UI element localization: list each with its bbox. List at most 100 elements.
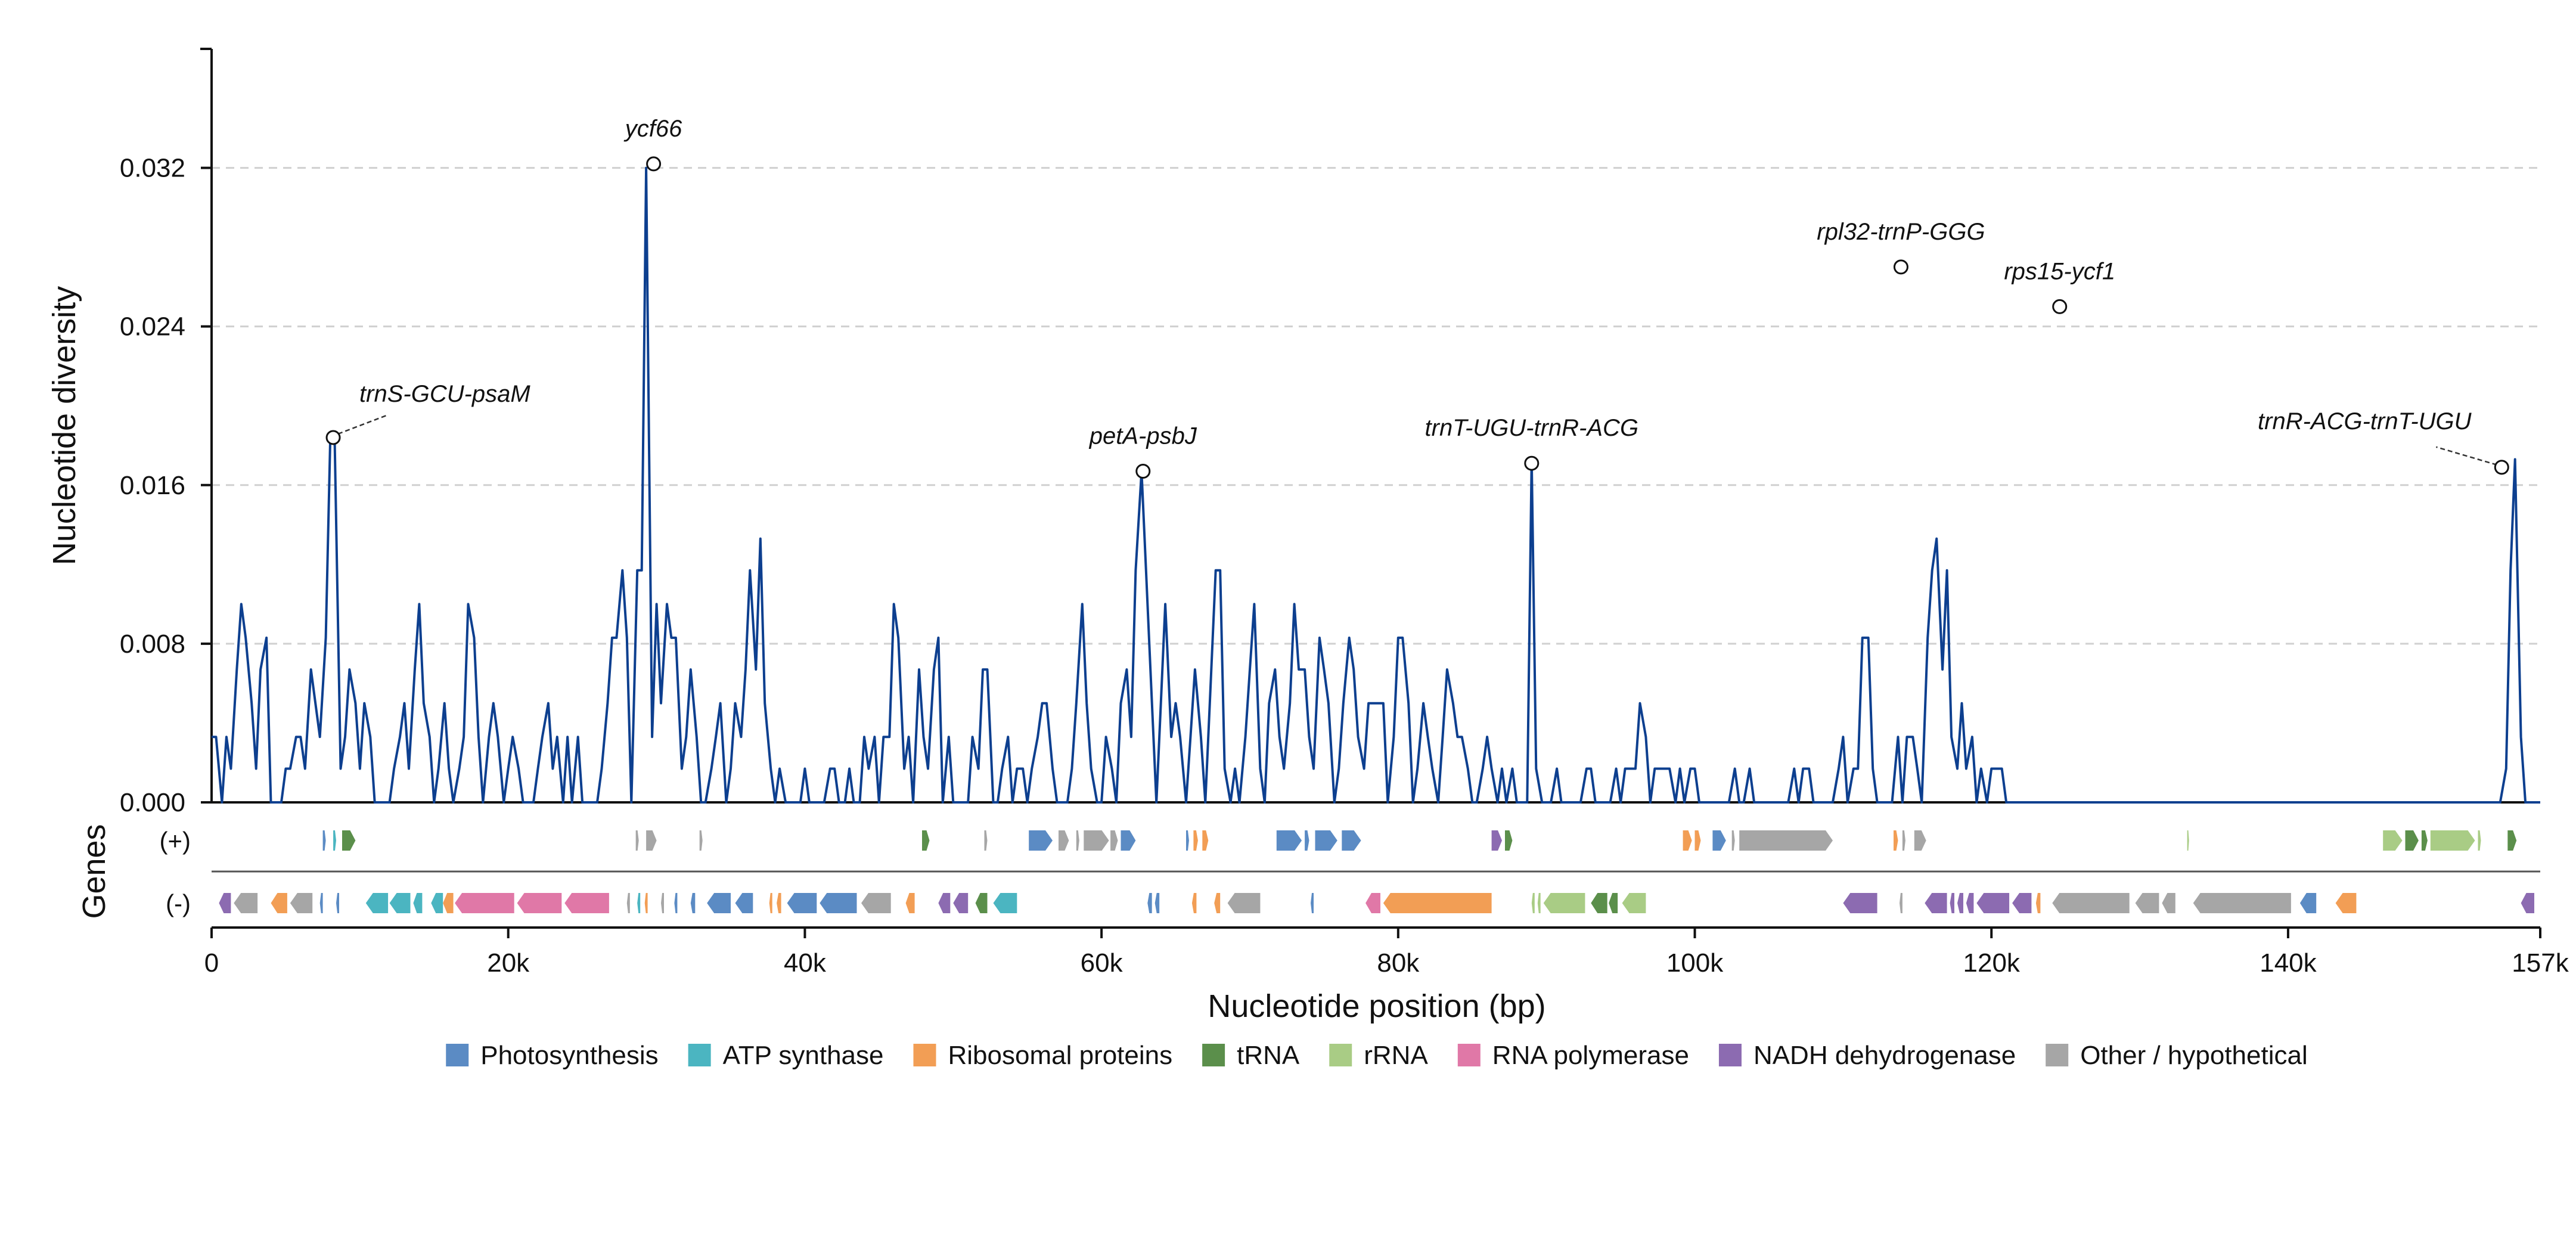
gene-block (234, 893, 258, 913)
legend-swatch (1329, 1044, 1352, 1066)
legend-label: NADH dehydrogenase (1753, 1041, 2016, 1070)
gene-block (1914, 830, 1926, 851)
gene-block (1029, 830, 1053, 851)
x-tick-label: 120k (1963, 948, 2021, 978)
gene-block (699, 830, 703, 851)
gene-block (1121, 830, 1136, 851)
x-tick-label: 80k (1377, 948, 1420, 978)
peak-leader-line (2435, 446, 2497, 466)
gene-block (1193, 830, 1198, 851)
gene-block (1147, 893, 1152, 913)
gene-block (1311, 893, 1314, 913)
gene-block (626, 893, 630, 913)
gene-block (2405, 830, 2419, 851)
gene-block (1276, 830, 1302, 851)
gene-block (1739, 830, 1833, 851)
gene-block (1305, 830, 1309, 851)
peak-leader-line (337, 414, 389, 435)
legend-label: tRNA (1237, 1041, 1300, 1070)
gene-block (1214, 893, 1221, 913)
gene-block (431, 893, 443, 913)
legend-label: Ribosomal proteins (948, 1041, 1172, 1070)
gene-block (322, 830, 326, 851)
strand-label-plus: (+) (160, 827, 191, 855)
gene-block (646, 830, 657, 851)
gene-block (2193, 893, 2291, 913)
gene-block (1491, 830, 1502, 851)
gene-block (1950, 893, 1954, 913)
gene-block (661, 893, 664, 913)
gene-block (1543, 893, 1585, 913)
gene-block (1731, 830, 1735, 851)
legend-label: Other / hypothetical (2080, 1041, 2308, 1070)
legend-swatch (1457, 1044, 1481, 1066)
gene-block (975, 893, 988, 913)
peak-label: trnS-GCU-psaM (359, 381, 530, 407)
gene-block (1683, 830, 1692, 851)
gene-block (2162, 893, 2175, 913)
gene-block (922, 830, 930, 851)
peak-annotations: trnS-GCU-psaM ycf66 petA-psbJ trnT-UGU-trnR… (325, 116, 2509, 479)
gene-block (1894, 830, 1898, 851)
genes-track-label: Genes (76, 824, 112, 919)
gene-block (953, 893, 969, 913)
gene-block (735, 893, 753, 913)
gene-block (319, 893, 323, 913)
y-tick-label: 0.032 (120, 154, 185, 183)
peak-label: petA-psbJ (1089, 423, 1197, 449)
gene-block (2035, 893, 2041, 913)
x-axis-label: Nucleotide position (bp) (1208, 988, 1545, 1024)
gene-block (993, 893, 1017, 913)
legend-swatch (1202, 1044, 1225, 1066)
gene-block (2507, 830, 2517, 851)
gene-block (984, 830, 988, 851)
peak-marker (646, 156, 662, 172)
peak-label: rpl32-trnP-GGG (1817, 219, 1985, 245)
gene-block (905, 893, 915, 913)
gene-block (1227, 893, 1261, 913)
gene-block (1925, 893, 1947, 913)
gene-block (219, 893, 231, 913)
y-axis-ticks: 0.000 0.008 0.016 0.024 0.032 (120, 154, 212, 817)
gene-block (1957, 893, 1963, 913)
y-tick-label: 0.008 (120, 629, 185, 659)
legend-swatch (446, 1044, 469, 1066)
gene-block (1609, 893, 1618, 913)
gene-block (336, 893, 339, 913)
gene-block (1712, 830, 1726, 851)
y-tick-label: 0.024 (120, 312, 185, 342)
gene-block (2299, 893, 2317, 913)
peak-marker (1135, 464, 1151, 479)
x-axis-ticks: 0 20k 40k 60k 80k 100k 120k 140k 157k (204, 928, 2569, 978)
gene-block (2430, 830, 2475, 851)
peak-label: rps15-ycf1 (2004, 258, 2115, 284)
gene-block (1076, 830, 1079, 851)
peak-label: ycf66 (623, 116, 682, 142)
legend-label: rRNA (1364, 1041, 1428, 1070)
gene-block (1505, 830, 1513, 851)
gene-block (787, 893, 817, 913)
peak-marker (2052, 299, 2068, 314)
gene-block (635, 830, 639, 851)
peak-marker (1524, 455, 1540, 471)
gene-block (2335, 893, 2357, 913)
gene-block (365, 893, 389, 913)
legend-swatch (913, 1044, 936, 1066)
gene-block (1154, 893, 1160, 913)
gene-block (1902, 830, 1905, 851)
gene-block (2135, 893, 2159, 913)
x-tick-label: 100k (1666, 948, 1724, 978)
y-tick-label: 0.000 (120, 788, 185, 817)
strand-label-minus: (-) (166, 889, 191, 917)
gene-block (455, 893, 514, 913)
peak-label: trnR-ACG-trnT-UGU (2258, 408, 2472, 435)
peak-marker (2494, 460, 2509, 475)
gene-block (1191, 893, 1197, 913)
gene-block (2187, 830, 2189, 851)
gene-block (413, 893, 423, 913)
gene-track-minus (219, 893, 2534, 913)
peak-marker (325, 430, 341, 445)
legend-label: Photosynthesis (480, 1041, 658, 1070)
legend-swatch (688, 1044, 711, 1066)
gene-block (517, 893, 562, 913)
